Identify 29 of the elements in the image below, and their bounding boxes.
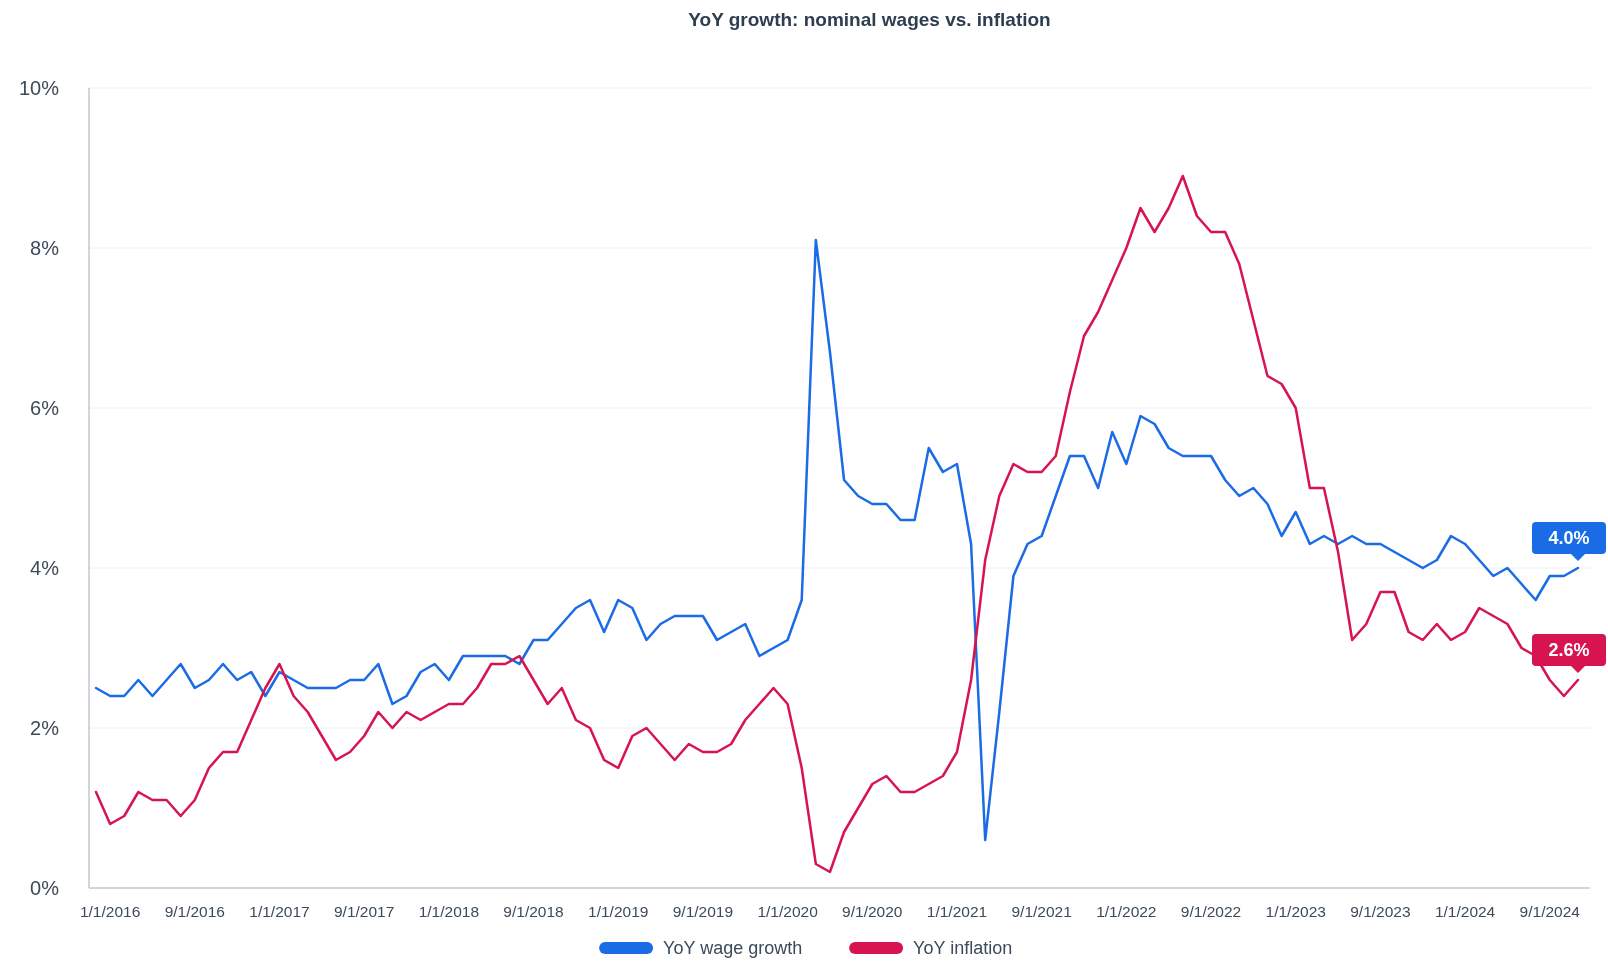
x-tick-label: 1/1/2024: [1434, 903, 1496, 920]
x-tick-label: 1/1/2023: [1265, 903, 1326, 920]
legend-label: YoY inflation: [913, 938, 1013, 958]
y-tick-label: 10%: [18, 77, 60, 99]
x-tick-label: 9/1/2023: [1350, 903, 1411, 920]
y-tick-label: 8%: [30, 237, 60, 259]
x-tick-label: 9/1/2016: [164, 903, 225, 920]
y-tick-label: 6%: [30, 397, 60, 419]
x-tick-label: 9/1/2024: [1519, 903, 1581, 920]
legend-label: YoY wage growth: [663, 938, 803, 958]
x-tick-label: 9/1/2017: [334, 903, 395, 920]
x-tick-label: 9/1/2018: [503, 903, 564, 920]
x-tick-label: 9/1/2020: [842, 903, 903, 920]
y-tick-label: 0%: [30, 877, 60, 899]
x-tick-label: 1/1/2021: [926, 903, 988, 920]
data-label: 2.6%: [1548, 640, 1590, 660]
data-label: 4.0%: [1548, 528, 1590, 548]
x-tick-label: 1/1/2016: [79, 903, 141, 920]
x-tick-label: 1/1/2018: [418, 903, 480, 920]
x-tick-label: 9/1/2021: [1011, 903, 1072, 920]
x-tick-label: 1/1/2022: [1096, 903, 1157, 920]
y-tick-label: 4%: [30, 557, 60, 579]
x-tick-label: 1/1/2020: [757, 903, 819, 920]
x-tick-label: 1/1/2019: [588, 903, 649, 920]
y-tick-label: 2%: [30, 717, 60, 739]
x-tick-label: 1/1/2017: [249, 903, 310, 920]
x-tick-label: 9/1/2022: [1180, 903, 1242, 920]
chart-title: YoY growth: nominal wages vs. inflation: [688, 9, 1051, 30]
x-tick-label: 9/1/2019: [672, 903, 734, 920]
